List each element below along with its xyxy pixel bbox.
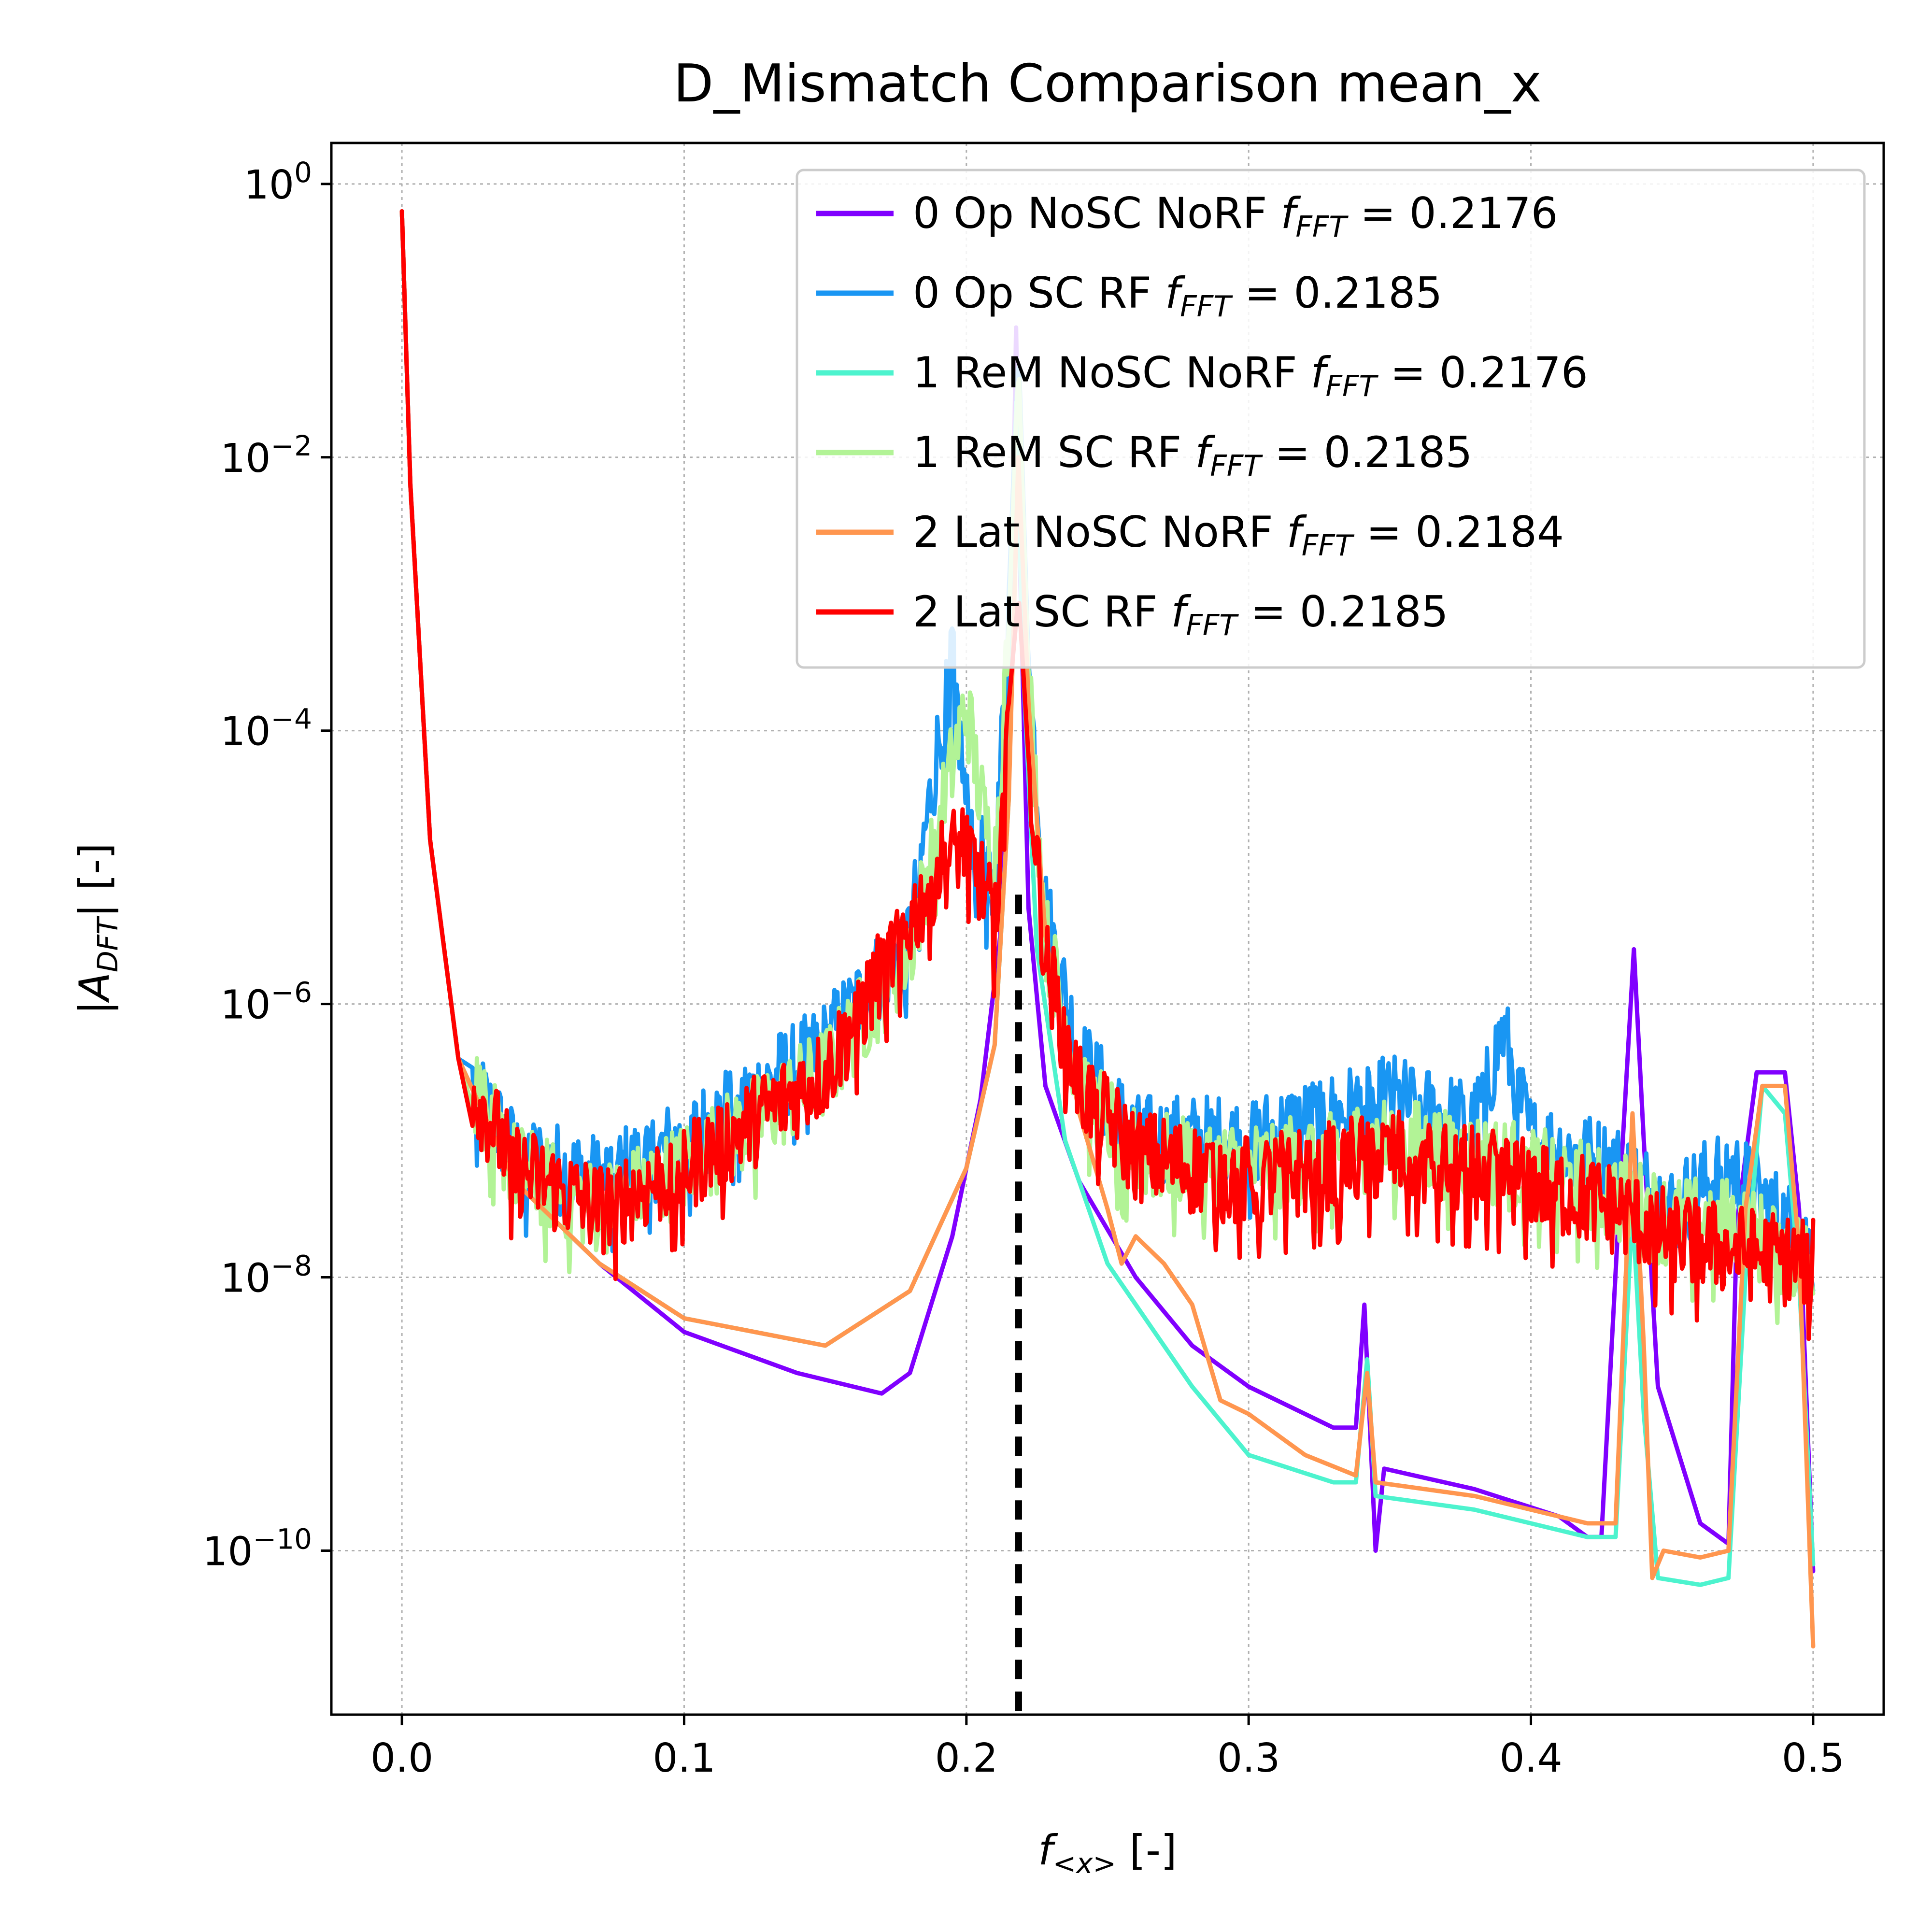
axis-ticks: 0.0 0.1 0.2 0.3 0.4 0.5 100 10−2 10−4 10−6 10−8 10−… (202, 156, 1845, 1781)
series-line-0 (399, 209, 1816, 1574)
x-tick-label: 0.5 (1782, 1735, 1845, 1781)
x-tick-label: 0.1 (653, 1735, 715, 1781)
legend-entry: 0 Op NoSC NoRF fFFT = 0.2176 (913, 188, 1558, 244)
y-tick-label: 100 (244, 156, 312, 208)
legend-entry: 1 ReM NoSC NoRF fFFT = 0.2176 (913, 348, 1588, 403)
y-tick-label: 10−8 (220, 1250, 312, 1302)
legend-entry: 2 Lat NoSC NoRF fFFT = 0.2184 (913, 507, 1564, 563)
legend-box (796, 169, 1866, 669)
x-axis-label-text: f<x> [-] (1038, 1826, 1177, 1880)
y-tick-label: 10−2 (220, 429, 312, 482)
y-tick-label: 10−4 (220, 703, 312, 755)
y-axis-label-text: |ADFT| [-] (71, 843, 124, 1015)
legend-entry: 2 Lat SC RF fFFT = 0.2185 (913, 587, 1449, 642)
legend-entry: 1 ReM SC RF fFFT = 0.2185 (913, 427, 1472, 483)
y-tick-label: 10−10 (202, 1522, 312, 1575)
x-tick-label: 0.0 (370, 1735, 433, 1781)
x-tick-label: 0.4 (1499, 1735, 1562, 1781)
legend-entry: 0 Op SC RF fFFT = 0.2185 (913, 268, 1442, 324)
x-axis-label: f<x> [-] (1038, 1826, 1177, 1880)
series-line-4 (399, 209, 1816, 1648)
chart-title: D_Mismatch Comparison mean_x (673, 54, 1542, 114)
series-group (399, 209, 1816, 1648)
y-tick-label: 10−6 (220, 976, 312, 1028)
series-line-5 (399, 209, 1816, 1341)
x-tick-label: 0.2 (935, 1735, 998, 1781)
legend: 0 Op NoSC NoRF fFFT = 0.2176 0 Op SC RF f… (796, 169, 1866, 669)
x-tick-label: 0.3 (1217, 1735, 1280, 1781)
y-axis-label: |ADFT| [-] (71, 843, 124, 1015)
axes-frame (330, 142, 1885, 1716)
